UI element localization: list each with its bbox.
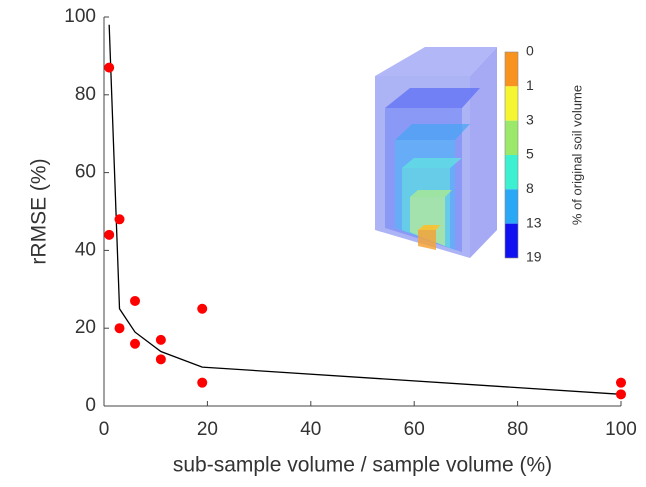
- y-tick-label: 0: [85, 395, 96, 416]
- colorbar-tick-label: 5: [526, 146, 534, 162]
- x-tick-label: 0: [99, 419, 110, 440]
- point: [104, 62, 115, 73]
- colorbar-segment: [505, 86, 518, 121]
- x-axis-label: sub-sample volume / sample volume (%): [173, 454, 552, 477]
- colorbar-tick-label: 1: [526, 77, 534, 93]
- point: [197, 377, 208, 388]
- colorbar-segment: [505, 155, 518, 190]
- point: [104, 229, 115, 240]
- point: [114, 214, 125, 225]
- x-tick-label: 100: [605, 419, 637, 440]
- soil-volume-illustration: [375, 47, 497, 258]
- colorbar-segment: [505, 223, 518, 258]
- colorbar-frame: [504, 51, 519, 259]
- point: [616, 389, 626, 400]
- x-tick-label: 40: [300, 419, 321, 440]
- point: [155, 334, 166, 345]
- colorbar-tick-label: 8: [526, 180, 534, 196]
- colorbar-label: % of original soil volume: [569, 85, 584, 225]
- colorbar-segment: [505, 189, 518, 224]
- point: [616, 377, 626, 388]
- y-tick-label: 100: [64, 6, 96, 27]
- point: [130, 295, 141, 306]
- x-tick-label: 60: [404, 419, 425, 440]
- colorbar-segment: [505, 120, 518, 155]
- line: [108, 24, 622, 395]
- y-tick-label: 40: [75, 239, 96, 260]
- x-tick-label: 80: [507, 419, 528, 440]
- point: [155, 354, 166, 365]
- y-tick-label: 60: [75, 162, 96, 183]
- colorbar-segment: [505, 52, 518, 87]
- colorbar-tick-label: 3: [526, 111, 534, 127]
- point: [130, 338, 141, 349]
- colorbar-tick-label: 0: [526, 43, 534, 59]
- colorbar-tick-label: 13: [526, 214, 542, 230]
- x-tick-label: 20: [197, 419, 218, 440]
- y-tick-label: 80: [75, 84, 96, 105]
- y-axis-label: rRMSE (%): [28, 158, 51, 264]
- y-tick-label: 20: [75, 317, 96, 338]
- colorbar-tick-label: 19: [526, 249, 542, 265]
- point: [197, 303, 208, 314]
- point: [114, 323, 125, 334]
